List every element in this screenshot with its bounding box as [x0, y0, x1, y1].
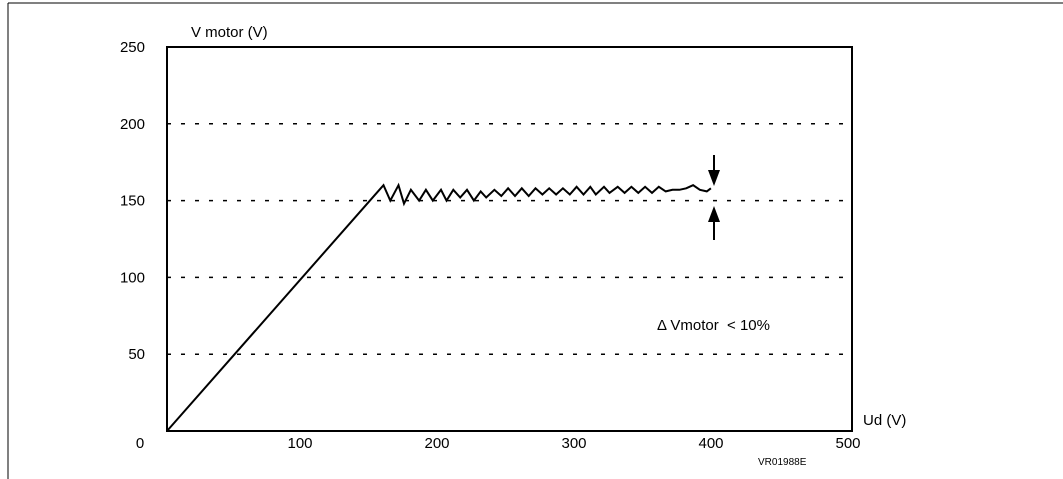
y-tick-label: 100	[120, 269, 145, 286]
y-tick-label: 50	[128, 346, 145, 363]
figure-code: VR01988E	[758, 457, 807, 468]
y-axis-title: V motor (V)	[191, 24, 268, 41]
x-tick-label: 100	[287, 435, 312, 452]
delta-arrows	[708, 155, 720, 240]
y-tick-label: 200	[120, 116, 145, 133]
x-axis-title: Ud (V)	[863, 412, 906, 429]
y-tick-label: 250	[120, 39, 145, 56]
grid-lines	[167, 123, 852, 355]
plot-area-border	[166, 46, 853, 432]
x-tick-label: 300	[561, 435, 586, 452]
arrow-bottom-head	[708, 206, 720, 222]
x-tick-label: 400	[698, 435, 723, 452]
x-tick-label: 200	[424, 435, 449, 452]
series-line	[166, 182, 712, 432]
y-tick-label: 150	[120, 193, 145, 210]
arrow-top-head	[708, 170, 720, 186]
delta-annotation: Δ Vmotor < 10%	[657, 317, 770, 334]
y-tick-labels: 250 200 150 100 50	[120, 39, 145, 363]
x-tick-labels: 0 100 200 300 400 500	[136, 435, 861, 452]
x-tick-label: 500	[835, 435, 860, 452]
x-tick-label: 0	[136, 435, 144, 452]
